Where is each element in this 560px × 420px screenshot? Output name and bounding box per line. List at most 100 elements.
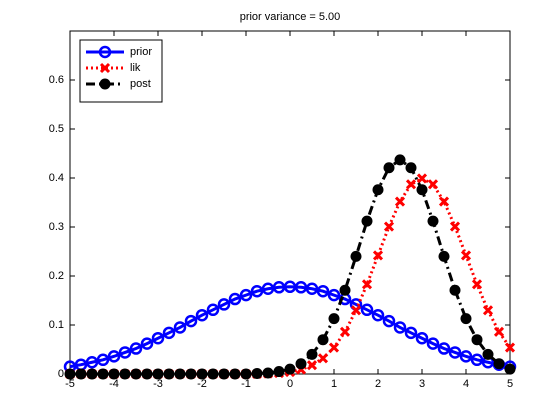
marker [206, 303, 220, 317]
marker-stroke [350, 305, 362, 316]
chart-title: prior variance = 5.00 [240, 11, 341, 23]
marker [493, 358, 505, 370]
marker [75, 368, 87, 380]
marker [295, 358, 307, 370]
y-tick-label: 0.4 [49, 172, 64, 184]
marker [372, 184, 384, 196]
marker [404, 326, 418, 340]
marker [493, 326, 505, 337]
marker-stroke [504, 342, 516, 353]
marker [251, 368, 263, 380]
marker [327, 288, 341, 302]
marker [195, 308, 209, 322]
marker [108, 368, 120, 380]
marker [119, 368, 131, 380]
marker [98, 45, 112, 59]
marker [448, 346, 462, 359]
x-tick-label: -3 [153, 378, 163, 390]
marker [470, 353, 484, 367]
marker [228, 292, 242, 306]
marker [107, 350, 121, 363]
marker [482, 305, 494, 316]
marker [306, 360, 318, 371]
marker-stroke [416, 173, 428, 184]
marker [129, 342, 143, 355]
marker [140, 337, 154, 350]
y-tick-label: 0 [58, 368, 64, 380]
marker [427, 215, 439, 227]
marker [250, 284, 264, 298]
y-tick-label: 0.2 [49, 270, 64, 282]
x-tick-label: 2 [375, 378, 381, 390]
marker [196, 368, 208, 380]
marker [459, 350, 473, 363]
marker [273, 366, 285, 378]
marker-stroke [339, 326, 351, 337]
marker [460, 313, 472, 325]
marker [394, 196, 406, 207]
marker [504, 342, 516, 353]
marker [207, 368, 219, 380]
marker [339, 326, 351, 337]
marker [317, 353, 329, 364]
marker [218, 368, 230, 380]
marker [471, 279, 483, 290]
marker [141, 368, 153, 380]
legend-label: prior [130, 46, 152, 58]
marker [306, 348, 318, 360]
y-tick-label: 0.3 [49, 221, 64, 233]
marker [427, 179, 439, 190]
marker [152, 368, 164, 380]
marker-stroke [460, 250, 472, 261]
marker [382, 314, 396, 328]
marker [405, 179, 417, 190]
marker [317, 334, 329, 346]
marker [482, 348, 494, 360]
marker [339, 284, 351, 296]
marker [130, 368, 142, 380]
x-tick-label: 0 [287, 378, 293, 390]
marker-stroke [394, 196, 406, 207]
y-tick-label: 0.5 [49, 123, 64, 135]
x-tick-label: 1 [331, 378, 337, 390]
marker-stroke [328, 342, 340, 353]
marker [360, 303, 374, 317]
marker [185, 368, 197, 380]
marker [85, 355, 99, 369]
marker [437, 342, 451, 355]
marker [162, 326, 176, 340]
marker [99, 78, 111, 90]
marker-stroke [438, 196, 450, 207]
marker [118, 346, 132, 359]
marker-stroke [99, 62, 111, 74]
legend-label: lik [130, 62, 141, 74]
marker [239, 288, 253, 302]
marker [86, 368, 98, 380]
marker [64, 368, 76, 380]
marker-stroke [317, 353, 329, 364]
marker-stroke [361, 279, 373, 290]
marker [372, 250, 384, 261]
marker-stroke [306, 360, 318, 371]
marker [151, 331, 165, 345]
marker [449, 284, 461, 296]
marker [328, 313, 340, 325]
marker [449, 221, 461, 232]
y-tick-label: 0.6 [49, 74, 64, 86]
marker [184, 314, 198, 328]
marker [96, 353, 110, 367]
marker [316, 284, 330, 298]
marker [393, 321, 407, 334]
marker [350, 250, 362, 262]
marker-stroke [471, 279, 483, 290]
marker [305, 282, 319, 295]
marker [217, 298, 231, 311]
marker [438, 250, 450, 262]
marker-stroke [372, 250, 384, 261]
marker-stroke [383, 221, 395, 232]
marker [383, 221, 395, 232]
marker [415, 331, 429, 345]
marker [416, 173, 428, 184]
marker-stroke [427, 179, 439, 190]
